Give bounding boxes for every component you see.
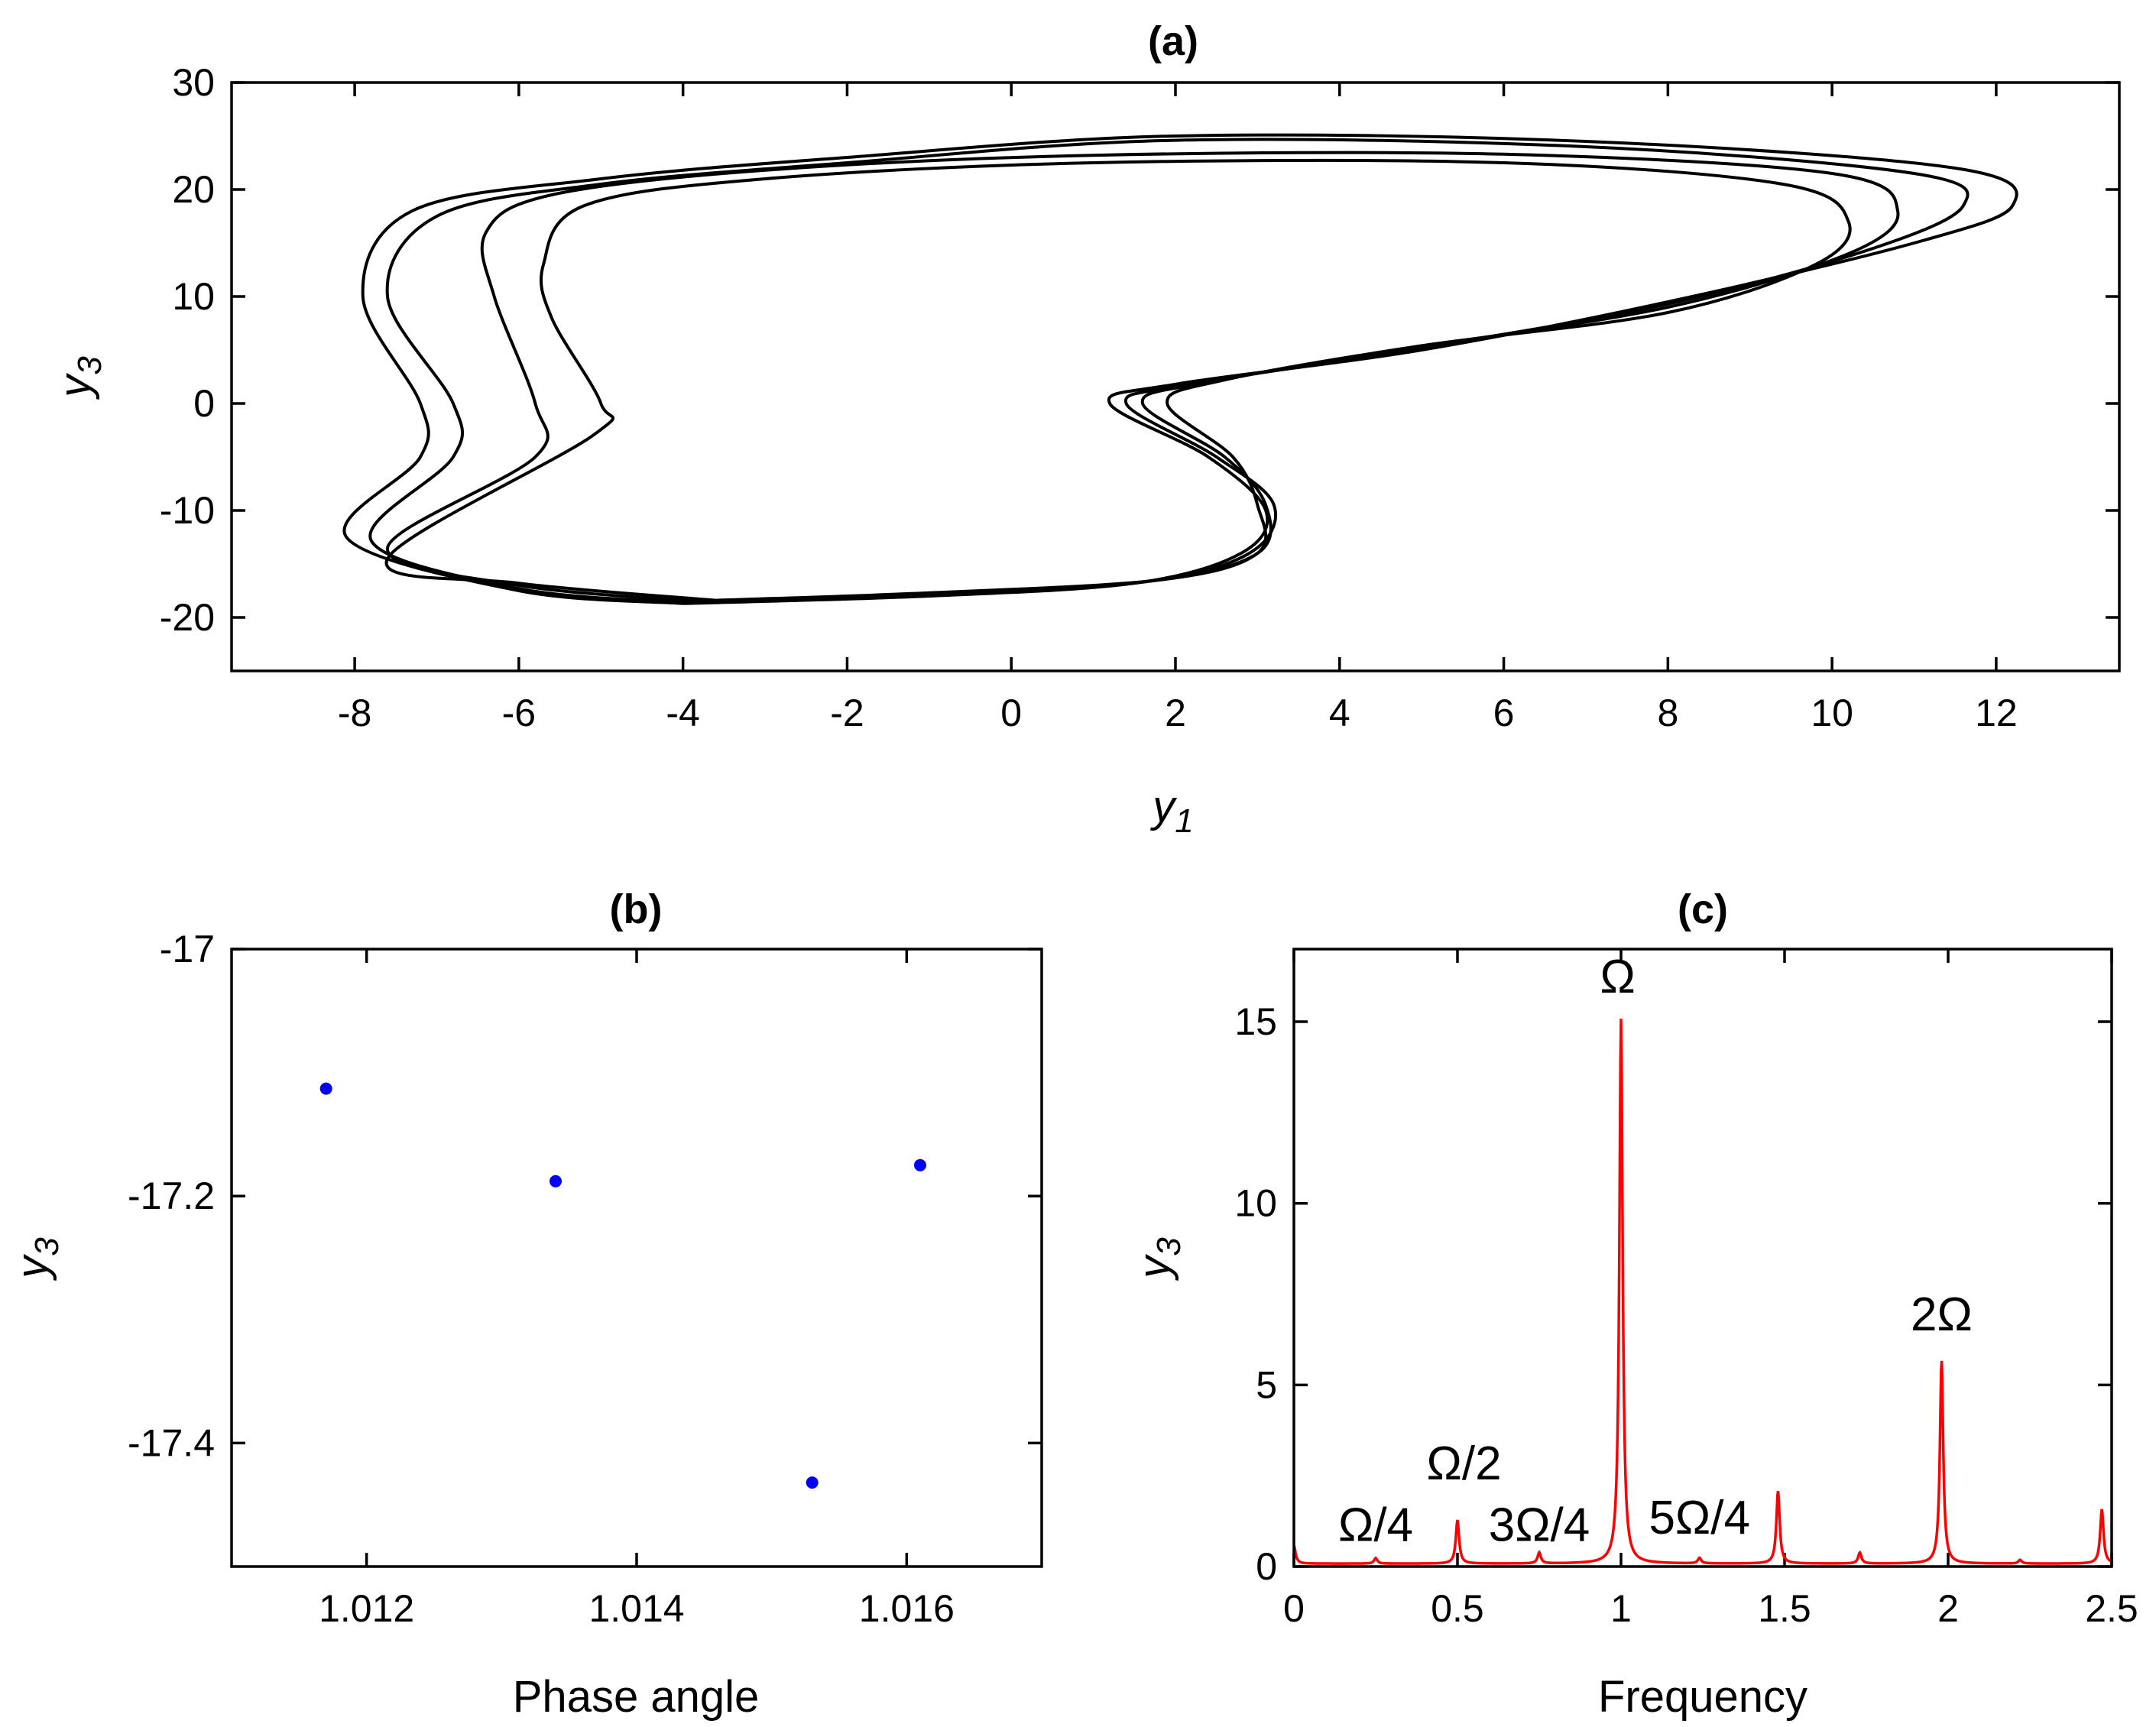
panel-c-ylabel: y3 (1130, 1237, 1188, 1281)
peak-label-3: 3Ω/4 (1489, 1499, 1590, 1552)
panel-a-ytick-label: -20 (160, 596, 215, 639)
panel-b-ytick-label: -17 (160, 928, 215, 970)
panel-a-ytick-label: 30 (172, 61, 215, 104)
panel-a-xtick-label: -6 (502, 692, 536, 734)
poincare-point-2 (550, 1175, 562, 1188)
panel-c-ytick-label: 5 (1256, 1363, 1277, 1406)
panel-c-xtick-label: 1 (1610, 1587, 1632, 1630)
spectrum-line (1292, 1019, 2112, 1565)
peak-label-1: Ω/4 (1338, 1499, 1413, 1552)
panel-b-xlabel: Phase angle (513, 1672, 759, 1722)
panel-a-ytick-label: 10 (172, 275, 215, 318)
panel-c-xlabel: Frequency (1598, 1672, 1807, 1722)
panel-a-ytick-label: 0 (193, 382, 215, 425)
panel-a-xtick-label: 0 (1000, 692, 1022, 734)
panel-a-xtick-label: 8 (1657, 692, 1678, 734)
trajectory-loop-4 (384, 158, 1852, 602)
poincare-point-4 (914, 1158, 926, 1171)
peak-label-4: Ω (1600, 951, 1636, 1003)
panel-a-xtick-label: 2 (1165, 692, 1186, 734)
panel-c-ytick-label: 0 (1256, 1545, 1277, 1588)
panel-c-ytick-label: 15 (1234, 1000, 1277, 1043)
panel-a-axes-box (230, 81, 2121, 672)
trajectory-loop-1 (342, 133, 2018, 605)
panel-c: (c) 0 0.5 1 1.5 2 2.5 0 5 10 15 Ω/4 Ω/2 3Ω/4 Ω 5Ω/4 2Ω… (1130, 886, 2138, 1722)
panel-b-points (319, 1082, 926, 1489)
panel-a-xtick-label: -4 (666, 692, 699, 734)
panel-c-ticks: 0 0.5 1 1.5 2 2.5 0 5 10 15 (1234, 949, 2138, 1630)
panel-a-ytick-label: -10 (160, 489, 215, 532)
poincare-point-3 (806, 1476, 819, 1489)
peak-label-5: 5Ω/4 (1649, 1492, 1750, 1544)
panel-a-trajectory (342, 133, 2018, 605)
panel-a-title: (a) (1148, 18, 1198, 64)
panel-c-xtick-label: 0 (1283, 1587, 1305, 1630)
peak-label-6: 2Ω (1911, 1288, 1973, 1341)
panel-b-ytick-label: -17.4 (128, 1421, 215, 1464)
panel-a-xtick-label: -2 (830, 692, 864, 734)
panel-a-ylabel: y3 (50, 356, 109, 400)
panel-b-xtick-label: 1.014 (588, 1587, 684, 1630)
panel-c-title: (c) (1678, 886, 1728, 932)
panel-c-xtick-label: 0.5 (1431, 1587, 1484, 1630)
panel-a-xtick-label: 6 (1493, 692, 1515, 734)
trajectory-loop-2 (368, 138, 1970, 604)
trajectory-loop-3 (386, 151, 1900, 603)
panel-c-axes-box (1292, 948, 2113, 1568)
panel-c-xtick-label: 2.5 (2085, 1587, 2138, 1630)
panel-a-xlabel: y1 (1149, 782, 1193, 840)
panel-b-xtick-label: 1.012 (319, 1587, 414, 1630)
panel-a-xtick-label: -8 (338, 692, 371, 734)
panel-a-xtick-label: 4 (1329, 692, 1350, 734)
panel-b-ticks: 1.012 1.014 1.016 -17.4 -17.2 -17 (128, 928, 1042, 1630)
panel-c-xtick-label: 2 (1937, 1587, 1959, 1630)
panel-b-ytick-label: -17.2 (128, 1175, 215, 1217)
panel-a-xtick-label: 10 (1811, 692, 1853, 734)
panel-c-annotations: Ω/4 Ω/2 3Ω/4 Ω 5Ω/4 2Ω (1338, 951, 1973, 1552)
panel-b-title: (b) (610, 886, 663, 932)
panel-a-xtick-label: 12 (1975, 692, 2018, 734)
panel-c-spectrum (1292, 1019, 2112, 1565)
panel-b-axes-box (230, 948, 1043, 1568)
panel-c-xtick-label: 1.5 (1758, 1587, 1811, 1630)
panel-c-ytick-label: 10 (1234, 1182, 1277, 1225)
panel-b: (b) 1.012 1.014 1.016 -17.4 -17.2 -17 Phase a… (8, 886, 1043, 1722)
poincare-point-1 (319, 1082, 332, 1095)
panel-b-xtick-label: 1.016 (859, 1587, 955, 1630)
panel-a-ytick-label: 20 (172, 168, 215, 211)
panel-b-ylabel: y3 (8, 1237, 66, 1281)
peak-label-2: Ω/2 (1427, 1437, 1502, 1490)
